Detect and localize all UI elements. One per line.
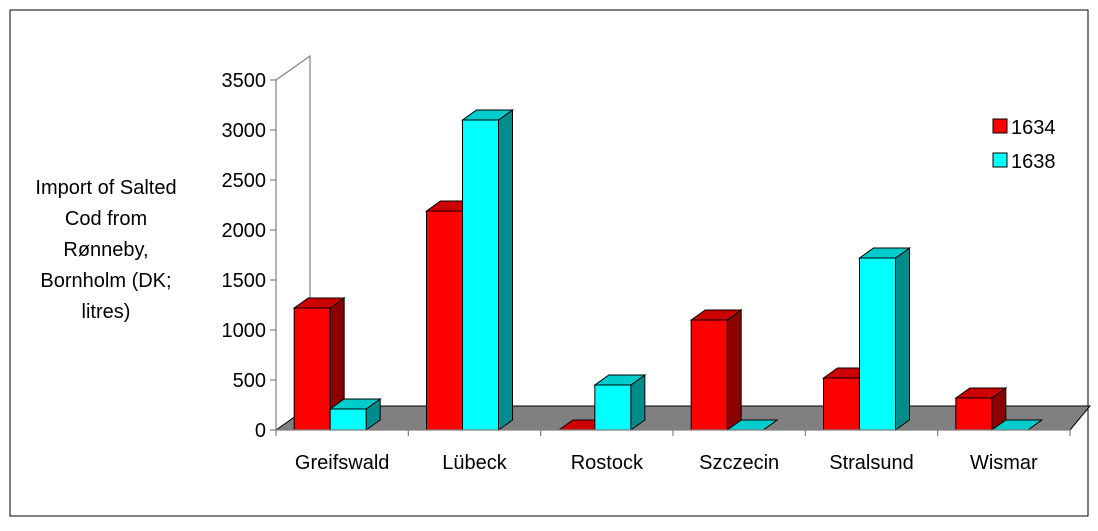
y-axis-label-line: Import of Salted bbox=[35, 177, 176, 199]
y-tick-label: 0 bbox=[255, 420, 266, 442]
y-tick-label: 3000 bbox=[222, 120, 267, 142]
chart-border bbox=[9, 9, 1089, 517]
x-tick-label: Wismar bbox=[970, 452, 1038, 474]
bar-front bbox=[426, 210, 463, 431]
legend-label: 1638 bbox=[1011, 151, 1056, 173]
bar bbox=[460, 109, 515, 431]
y-tick-label: 2500 bbox=[222, 170, 267, 192]
x-tick-label: Lübeck bbox=[442, 452, 507, 474]
legend-label: 1634 bbox=[1011, 117, 1056, 139]
y-tick-label: 1000 bbox=[222, 320, 267, 342]
bar-front bbox=[293, 307, 331, 431]
legend-swatch bbox=[992, 152, 1008, 168]
y-axis-label-line: litres) bbox=[82, 301, 131, 323]
bar bbox=[857, 247, 912, 431]
y-tick-label: 1500 bbox=[222, 270, 267, 292]
back-wall-outline bbox=[275, 54, 311, 406]
bar-side bbox=[895, 247, 910, 431]
y-tick-label: 500 bbox=[233, 370, 266, 392]
bar-front bbox=[955, 397, 993, 431]
x-tick-label: Rostock bbox=[571, 452, 644, 474]
x-tick-label: Greifswald bbox=[295, 452, 389, 474]
bar-front bbox=[594, 384, 632, 431]
bar-side bbox=[726, 309, 742, 431]
bar bbox=[292, 297, 346, 431]
x-tick-label: Szczecin bbox=[699, 452, 779, 474]
y-axis-label-line: Cod from bbox=[65, 208, 147, 230]
x-tick-label: Stralsund bbox=[829, 452, 914, 474]
y-axis-label: Import of Salted Cod from Rønneby, Bornholm… bbox=[35, 177, 176, 323]
y-axis-label-line: Rønneby, bbox=[63, 239, 148, 261]
legend-swatch bbox=[992, 118, 1008, 134]
bar-front bbox=[690, 319, 728, 431]
y-tick-label: 3500 bbox=[222, 70, 267, 92]
bar-front bbox=[329, 408, 367, 431]
bar bbox=[593, 374, 647, 431]
y-tick-label: 2000 bbox=[222, 220, 267, 242]
bar-front bbox=[859, 257, 896, 431]
bar bbox=[689, 309, 743, 431]
bar-front bbox=[823, 377, 860, 431]
bar-front bbox=[462, 119, 499, 431]
y-axis-label-line: Bornholm (DK; bbox=[40, 270, 171, 292]
bar bbox=[954, 387, 1008, 431]
bar bbox=[328, 398, 382, 431]
bar-side bbox=[498, 109, 513, 431]
bar bbox=[990, 419, 1044, 431]
